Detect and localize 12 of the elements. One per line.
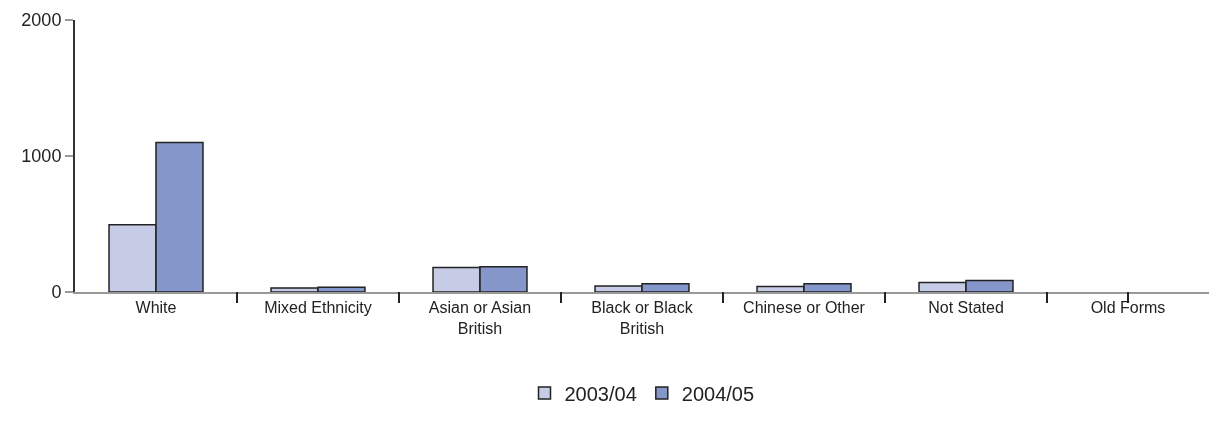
- x-tick-label: Chinese or Other: [743, 299, 866, 317]
- x-tick-label: Mixed Ethnicity: [264, 299, 372, 317]
- x-tick-label: White: [135, 299, 177, 317]
- y-tick-label: 0: [51, 282, 62, 303]
- x-tick-label: Not Stated: [928, 299, 1004, 317]
- legend-label: 2003/04: [564, 382, 637, 405]
- legend-label: 2004/05: [681, 382, 755, 405]
- x-tick-label: Black or Black British: [591, 299, 694, 337]
- x-tick-label: Asian or Asian British: [428, 299, 532, 337]
- y-tick-label: 2000: [21, 10, 62, 31]
- x-tick-label: Old Forms: [1090, 299, 1166, 317]
- y-tick-label: 1000: [21, 146, 62, 167]
